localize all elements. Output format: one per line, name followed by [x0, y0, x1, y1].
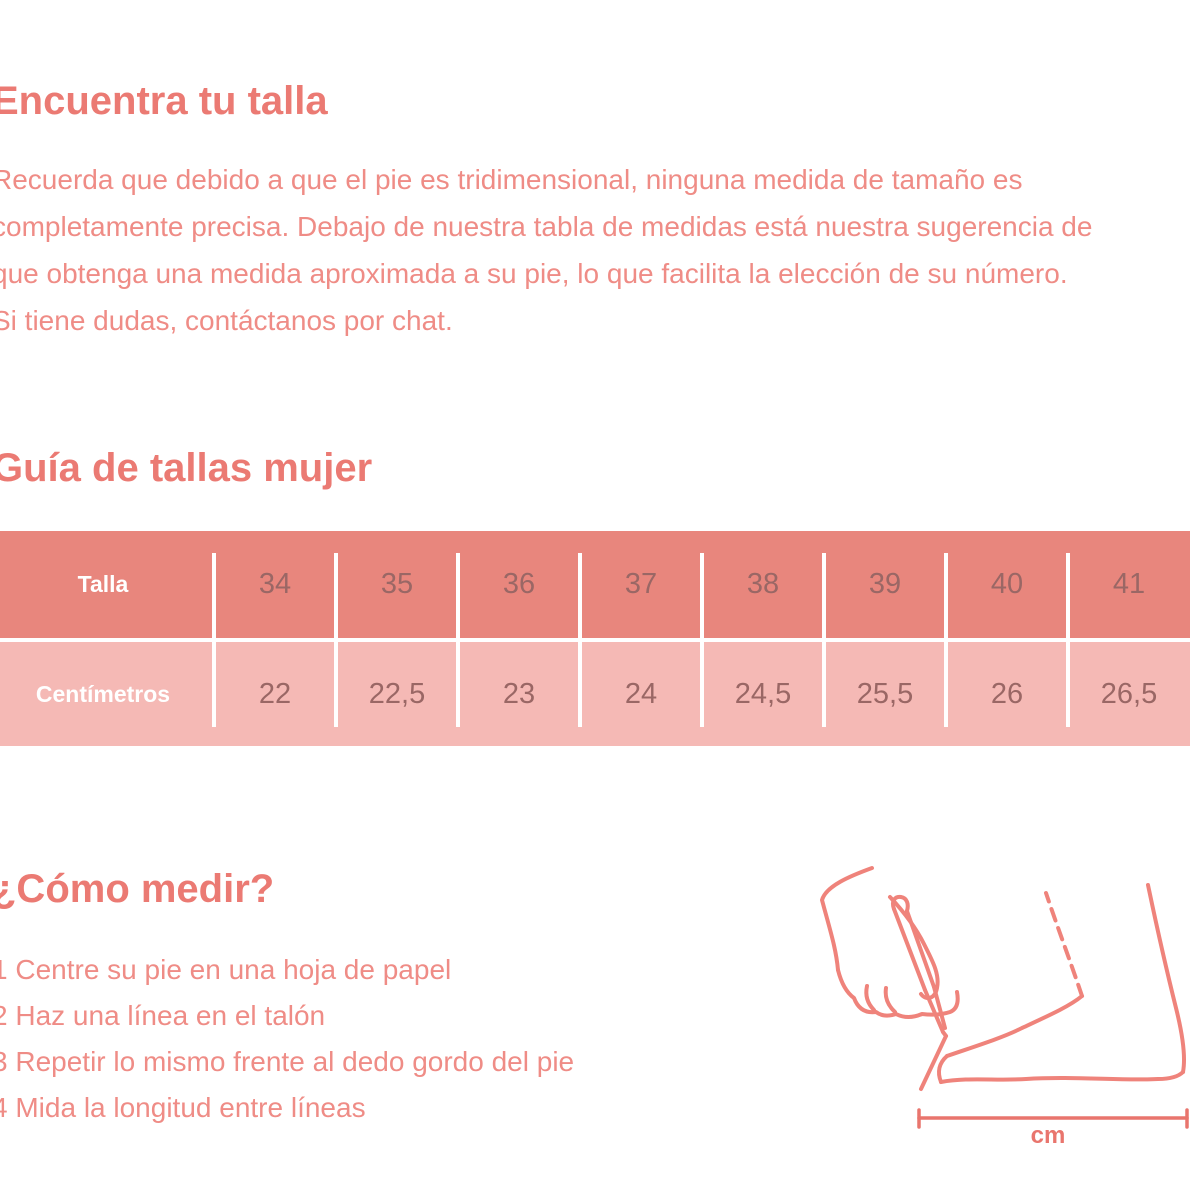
- intro-line: Recuerda que debido a que el pie es trid…: [0, 164, 1023, 195]
- cm-cell: 26,5: [1100, 677, 1158, 710]
- measure-step: 4 Mida la longitud entre líneas: [0, 1092, 366, 1123]
- dashed-ankle-line: [1044, 891, 1084, 998]
- table-row-sizes: Talla 34 35 36 37 38 39 40 41: [0, 531, 1190, 638]
- how-to-measure-heading: ¿Cómo medir?: [0, 867, 275, 911]
- measure-step: 2 Haz una línea en el talón: [0, 1000, 326, 1031]
- size-cell: 38: [746, 568, 780, 600]
- find-size-heading: Encuentra tu talla: [0, 79, 328, 123]
- column-divider: [212, 553, 216, 727]
- measurement-line: [917, 1108, 1189, 1129]
- column-divider: [334, 553, 338, 727]
- foot-measurement-illustration: [810, 860, 1200, 1160]
- size-cell: 35: [380, 568, 414, 600]
- column-divider: [944, 553, 948, 727]
- size-table: Talla 34 35 36 37 38 39 40 41 Centímetro…: [0, 531, 1190, 746]
- foot-outline-drawing: [937, 883, 1187, 1084]
- cm-cell: 25,5: [856, 677, 914, 710]
- column-divider: [822, 553, 826, 727]
- intro-paragraph: Recuerda que debido a que el pie es trid…: [0, 156, 1092, 344]
- intro-line: que obtenga una medida aproximada a su p…: [0, 258, 1068, 289]
- table-row-divider: [0, 638, 1190, 642]
- column-divider: [1066, 553, 1070, 727]
- column-divider: [578, 553, 582, 727]
- intro-line: Si tiene dudas, contáctanos por chat.: [0, 305, 453, 336]
- cm-cell: 22: [258, 677, 292, 710]
- cm-unit-label: cm: [1030, 1122, 1066, 1149]
- drawn-heel-line: [919, 1034, 948, 1091]
- table-row-centimeters: Centímetros 22 22,5 23 24 24,5 25,5 26 2…: [0, 642, 1190, 746]
- size-cell: 36: [502, 568, 536, 600]
- measure-step: 3 Repetir lo mismo frente al dedo gordo …: [0, 1046, 575, 1077]
- hand-and-pencil-drawing: [820, 866, 960, 1091]
- cm-cell: 24,5: [734, 677, 792, 710]
- intro-line: completamente precisa. Debajo de nuestra…: [0, 211, 1093, 242]
- cm-cell: 24: [624, 677, 658, 710]
- measure-steps-list: 1 Centre su pie en una hoja de papel 2 H…: [0, 947, 574, 1131]
- cm-cell: 22,5: [368, 677, 426, 710]
- measure-step: 1 Centre su pie en una hoja de papel: [0, 954, 452, 985]
- size-cell: 34: [258, 568, 292, 600]
- cm-cell: 26: [990, 677, 1024, 710]
- women-size-guide-heading: Guía de tallas mujer: [0, 446, 373, 490]
- size-cell: 40: [990, 568, 1024, 600]
- column-divider: [456, 553, 460, 727]
- row-label-talla: Talla: [77, 571, 129, 597]
- size-cell: 41: [1112, 568, 1146, 600]
- size-cell: 37: [624, 568, 658, 600]
- column-divider: [700, 553, 704, 727]
- cm-cell: 23: [502, 677, 536, 710]
- size-cell: 39: [868, 568, 902, 600]
- row-label-centimetros: Centímetros: [35, 680, 171, 707]
